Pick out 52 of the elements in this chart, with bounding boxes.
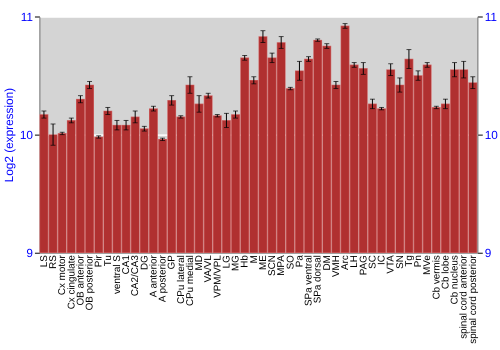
x-tick-label: SCN	[267, 255, 278, 276]
x-tick-label: Cb vermis	[431, 255, 442, 300]
x-tick-label: MVe	[422, 254, 434, 275]
x-tick-label: Cx motor	[57, 254, 68, 296]
x-tick-label: DG	[139, 255, 150, 270]
x-tick-label: SN	[394, 255, 406, 269]
x-tick-label: SC	[367, 255, 378, 269]
y-tick-label: 11	[20, 10, 33, 24]
x-tick-label: Cx cingulate	[66, 254, 78, 310]
x-tick-label: CA2/CA3	[130, 254, 142, 296]
x-tick-label: Cb nucleus	[450, 255, 461, 304]
x-tick-label: MPA	[276, 254, 288, 276]
x-tick-label: CPu lateral	[176, 255, 187, 304]
x-tick-label: CA1	[121, 255, 132, 274]
x-tick-label: VMH	[330, 255, 342, 278]
x-tick-label: spinal cord anterior	[458, 254, 470, 339]
x-tick-label: LH	[349, 255, 360, 268]
y-axis-title: Log2 (expression)	[2, 88, 16, 182]
y-tick-label: 10	[20, 128, 34, 142]
y2-tick-label: 9	[484, 246, 492, 260]
x-tick-label: OB posterior	[84, 254, 96, 310]
x-tick-label: OB anterior	[75, 254, 86, 306]
x-tick-label: PAG	[358, 255, 370, 276]
x-tick-label: Pn	[413, 255, 424, 268]
x-tick-label: A posterior	[158, 254, 169, 302]
y2-tick-label: 11	[484, 10, 497, 24]
x-tick-label: LS	[38, 254, 50, 268]
x-tick-label: A anterior	[148, 254, 160, 298]
x-tick-label: Pir	[94, 254, 105, 268]
x-tick-label: LG	[221, 255, 232, 268]
x-tick-label: SPa dorsal	[312, 255, 324, 304]
x-tick-label: GP	[166, 254, 178, 270]
x-tick-label: DM	[322, 255, 333, 270]
x-tick-label: SO	[285, 254, 296, 270]
x-tick-label: Hb	[240, 254, 251, 268]
x-tick-label: RS	[48, 254, 60, 269]
y2-tick-label: 10	[484, 128, 498, 142]
x-tick-label: spinal cord posterior	[468, 254, 479, 344]
x-tick-label: VA/VL	[203, 254, 214, 282]
x-tick-label: Cb lobe	[440, 254, 452, 290]
x-tick-label: CPu medial	[184, 255, 196, 306]
x-tick-label: ventral S	[112, 254, 123, 294]
x-tick-label: VPM/VPL	[212, 254, 224, 298]
x-tick-label: ME	[258, 254, 269, 270]
x-tick-label: Tu	[102, 255, 114, 266]
x-tick-label: IC	[376, 255, 388, 266]
x-tick-label: M	[248, 255, 260, 264]
y-tick-label: 9	[26, 246, 33, 260]
x-tick-label: Pa	[294, 254, 306, 268]
x-tick-label: Arc	[340, 255, 352, 270]
x-tick-label: VTA	[386, 254, 397, 274]
x-tick-label: Tg	[404, 255, 415, 267]
